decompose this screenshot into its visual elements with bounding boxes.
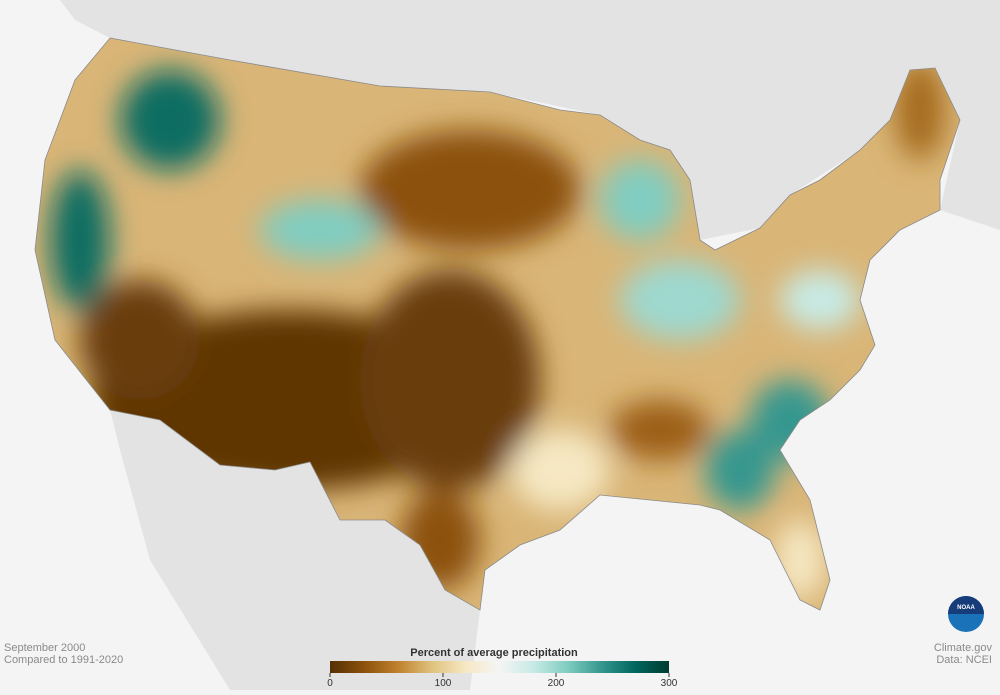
legend-tick-label: 200 — [548, 678, 565, 689]
background-land — [60, 0, 1000, 690]
canada — [60, 0, 1000, 240]
logo-text: NOAA — [957, 605, 975, 611]
legend-colorbar — [330, 661, 669, 673]
period-text: September 2000 — [4, 642, 85, 654]
legend-tick-label: 300 — [661, 678, 678, 689]
source-credit: Data: NCEI — [936, 654, 992, 666]
site-credit: Climate.gov — [934, 642, 993, 654]
logo-top — [948, 596, 984, 614]
mexico — [110, 410, 480, 690]
legend-tick-label: 0 — [327, 678, 333, 689]
legend-tick-label: 100 — [435, 678, 452, 689]
baseline-text: Compared to 1991-2020 — [4, 654, 123, 666]
noaa-logo: NOAA — [948, 596, 984, 632]
legend-title: Percent of average precipitation — [410, 647, 578, 659]
